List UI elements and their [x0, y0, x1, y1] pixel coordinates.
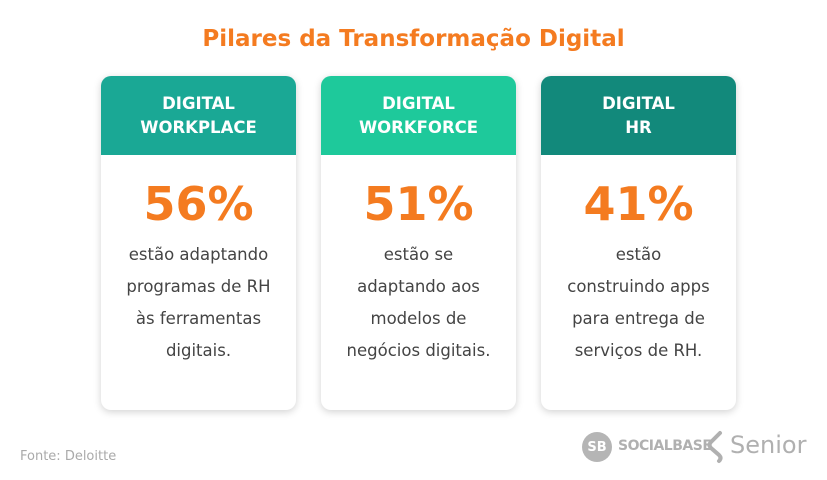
card-header-line: WORKPLACE: [140, 117, 257, 137]
card-description: estão se adaptando aos modelos de negócios …: [321, 239, 516, 367]
card: DIGITAL WORKPLACE 56% estão adaptando progra…: [101, 76, 296, 410]
senior-logo-mark: [707, 431, 723, 463]
card: DIGITAL HR 41% estão construindo apps para en…: [541, 76, 736, 410]
card-header-line: DIGITAL: [602, 93, 675, 113]
source: Fonte: Deloitte: [20, 449, 117, 464]
card-header: DIGITAL WORKFORCE: [321, 76, 516, 155]
socialbase-logo: SOCIALBASE: [618, 438, 712, 454]
card: DIGITAL WORKFORCE 51% estão se adaptando aos…: [321, 76, 516, 410]
card-description: estão construindo apps para entrega de serv…: [541, 239, 736, 367]
card-description-line: serviços de RH.: [574, 341, 703, 360]
card-percent: 56%: [143, 177, 254, 231]
card-header: DIGITAL HR: [541, 76, 736, 155]
card-header-line: DIGITAL: [382, 93, 455, 113]
card-header-line: DIGITAL: [162, 93, 235, 113]
title: Pilares da Transformação Digital: [202, 26, 625, 52]
card-description-line: estão se: [383, 245, 454, 264]
card-description: estão adaptando programas de RH às ferrame…: [101, 239, 296, 367]
card-header-line: HR: [625, 117, 652, 137]
card-description-line: digitais.: [165, 341, 232, 360]
card-description-line: modelos de: [370, 309, 467, 328]
card-header-line: WORKFORCE: [358, 117, 479, 137]
card-description-line: adaptando aos: [357, 277, 480, 296]
card-header: DIGITAL WORKPLACE: [101, 76, 296, 155]
card-description-line: para entrega de: [572, 309, 705, 328]
senior-logo: Senior: [730, 431, 807, 459]
card-description-line: programas de RH: [126, 277, 271, 296]
socialbase-logo-mark: SB: [582, 432, 612, 462]
card-description-line: negócios digitais.: [346, 341, 491, 360]
card-description-line: às ferramentas: [135, 309, 262, 328]
card-description-line: construindo apps: [567, 277, 710, 296]
card-percent: 51%: [363, 177, 474, 231]
card-description-line: estão adaptando: [128, 245, 269, 264]
card-description-line: estão: [615, 245, 662, 264]
card-percent: 41%: [583, 177, 694, 231]
